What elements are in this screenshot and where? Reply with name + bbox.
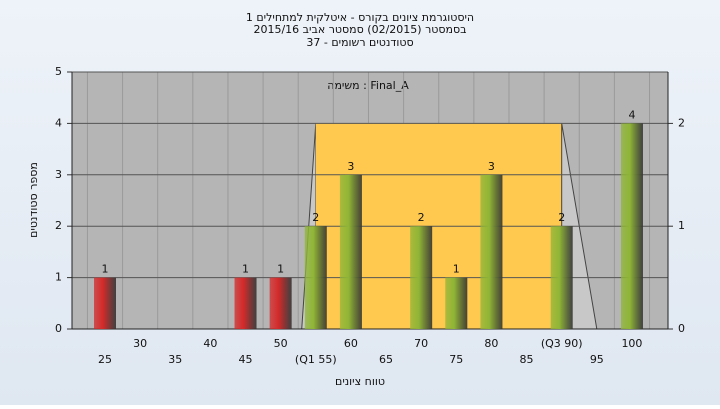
x-tick-label: 45 [239, 353, 253, 366]
bar [445, 277, 468, 329]
y-tick-label: 2 [55, 219, 62, 232]
bar [234, 277, 257, 329]
data-label: 1 [102, 263, 109, 276]
data-label: 2 [418, 211, 425, 224]
data-label: 4 [628, 108, 635, 121]
x-tick-label: 100 [621, 337, 642, 350]
x-tick-label: 80 [484, 337, 498, 350]
x-tick-label: (Q1 55) [295, 353, 337, 366]
x-tick-label: 40 [203, 337, 217, 350]
x-tick-label: 85 [520, 353, 534, 366]
data-label: 2 [558, 211, 565, 224]
x-tick-label: 35 [168, 353, 182, 366]
x-tick-label: 75 [449, 353, 463, 366]
chart-subtitle: סטודנטים רשומים - 37 [306, 36, 413, 49]
y2-tick-label: 1 [678, 219, 685, 232]
x-tick-label: 30 [133, 337, 147, 350]
data-label: 1 [277, 263, 284, 276]
y-axis-title: מספר סטודנטים [27, 162, 40, 238]
x-axis-title: טווח ציונים [335, 375, 385, 388]
x-tick-label: 25 [98, 353, 112, 366]
bar [480, 174, 503, 329]
y-tick-label: 5 [55, 65, 62, 78]
y-tick-label: 0 [55, 322, 62, 335]
x-tick-label: 95 [590, 353, 604, 366]
x-tick-label: 50 [274, 337, 288, 350]
bar [304, 226, 327, 329]
data-label: 1 [453, 263, 460, 276]
bar [94, 277, 116, 329]
y2-tick-label: 2 [678, 116, 685, 129]
x-tick-label: 70 [414, 337, 428, 350]
bar [269, 277, 292, 329]
y2-tick-label: 0 [678, 322, 685, 335]
data-label: 1 [242, 263, 249, 276]
bar [339, 174, 362, 329]
chart-title: היסטוגרמת ציונים בקורס - איטלקית למתחילי… [246, 11, 474, 24]
y-tick-label: 3 [55, 168, 62, 181]
x-tick-label: 65 [379, 353, 393, 366]
data-label: 3 [347, 160, 354, 173]
chart-subtitle: בסמסטר (02/2015) סמסטר אביב 2015/16 [253, 23, 466, 36]
x-tick-label: 60 [344, 337, 358, 350]
bar [620, 123, 643, 330]
y-tick-label: 1 [55, 271, 62, 284]
x-tick-label: (Q3 90) [541, 337, 583, 350]
y-tick-label: 4 [55, 116, 62, 129]
data-label: 2 [312, 211, 319, 224]
data-label: 3 [488, 160, 495, 173]
bar [410, 226, 433, 329]
bar [550, 226, 573, 329]
